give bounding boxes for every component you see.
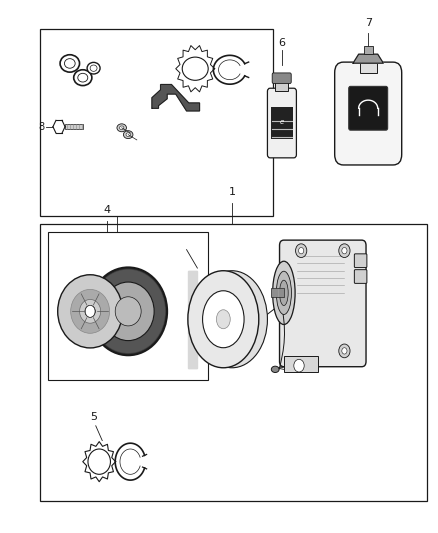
Ellipse shape (64, 59, 75, 68)
Ellipse shape (91, 270, 165, 353)
Circle shape (339, 344, 350, 358)
Ellipse shape (276, 271, 291, 314)
Circle shape (339, 244, 350, 257)
Ellipse shape (115, 297, 141, 326)
Bar (65, 124, 83, 130)
Ellipse shape (60, 55, 80, 72)
Circle shape (85, 305, 95, 317)
Polygon shape (152, 85, 200, 111)
Text: 8: 8 (39, 122, 45, 132)
Bar (271, 107, 293, 139)
FancyBboxPatch shape (349, 86, 388, 130)
FancyBboxPatch shape (272, 73, 291, 84)
Bar (39, 224, 427, 501)
Bar (360, 63, 377, 72)
Ellipse shape (126, 133, 131, 136)
Circle shape (342, 348, 347, 354)
Bar (39, 29, 273, 216)
Ellipse shape (279, 280, 288, 305)
Ellipse shape (100, 279, 157, 343)
Ellipse shape (216, 310, 230, 329)
Text: 3: 3 (181, 235, 188, 244)
FancyBboxPatch shape (354, 254, 367, 268)
FancyBboxPatch shape (279, 240, 366, 367)
Ellipse shape (197, 271, 268, 368)
Text: 7: 7 (364, 18, 372, 28)
Ellipse shape (94, 273, 162, 350)
Ellipse shape (87, 62, 100, 74)
Circle shape (342, 247, 347, 254)
Ellipse shape (71, 289, 110, 333)
Polygon shape (188, 271, 197, 368)
Polygon shape (353, 54, 383, 63)
Text: 4: 4 (103, 205, 110, 215)
Ellipse shape (78, 74, 88, 82)
Bar (364, 46, 372, 54)
Bar (275, 82, 288, 91)
Bar (284, 356, 318, 372)
Text: e: e (280, 119, 284, 125)
Ellipse shape (80, 300, 101, 323)
Bar (48, 232, 208, 380)
Ellipse shape (90, 65, 97, 71)
Ellipse shape (85, 305, 95, 317)
Ellipse shape (124, 131, 133, 139)
Text: 2: 2 (114, 239, 121, 248)
Text: 5: 5 (90, 411, 97, 422)
Ellipse shape (182, 57, 208, 80)
Ellipse shape (58, 274, 123, 348)
Ellipse shape (271, 366, 279, 373)
Ellipse shape (97, 276, 159, 346)
Ellipse shape (272, 261, 295, 325)
Ellipse shape (89, 268, 167, 355)
Ellipse shape (74, 70, 92, 86)
Ellipse shape (102, 282, 154, 341)
FancyBboxPatch shape (268, 88, 297, 158)
Circle shape (299, 247, 304, 254)
Text: 6: 6 (279, 38, 286, 48)
Ellipse shape (88, 449, 110, 474)
FancyBboxPatch shape (335, 62, 402, 165)
Ellipse shape (117, 124, 127, 132)
Circle shape (296, 244, 307, 257)
Bar (271, 288, 284, 297)
Circle shape (294, 359, 304, 372)
Ellipse shape (102, 282, 154, 340)
Ellipse shape (202, 291, 244, 348)
FancyBboxPatch shape (354, 270, 367, 284)
Ellipse shape (188, 271, 259, 368)
Text: 1: 1 (229, 187, 236, 197)
Ellipse shape (120, 126, 124, 130)
